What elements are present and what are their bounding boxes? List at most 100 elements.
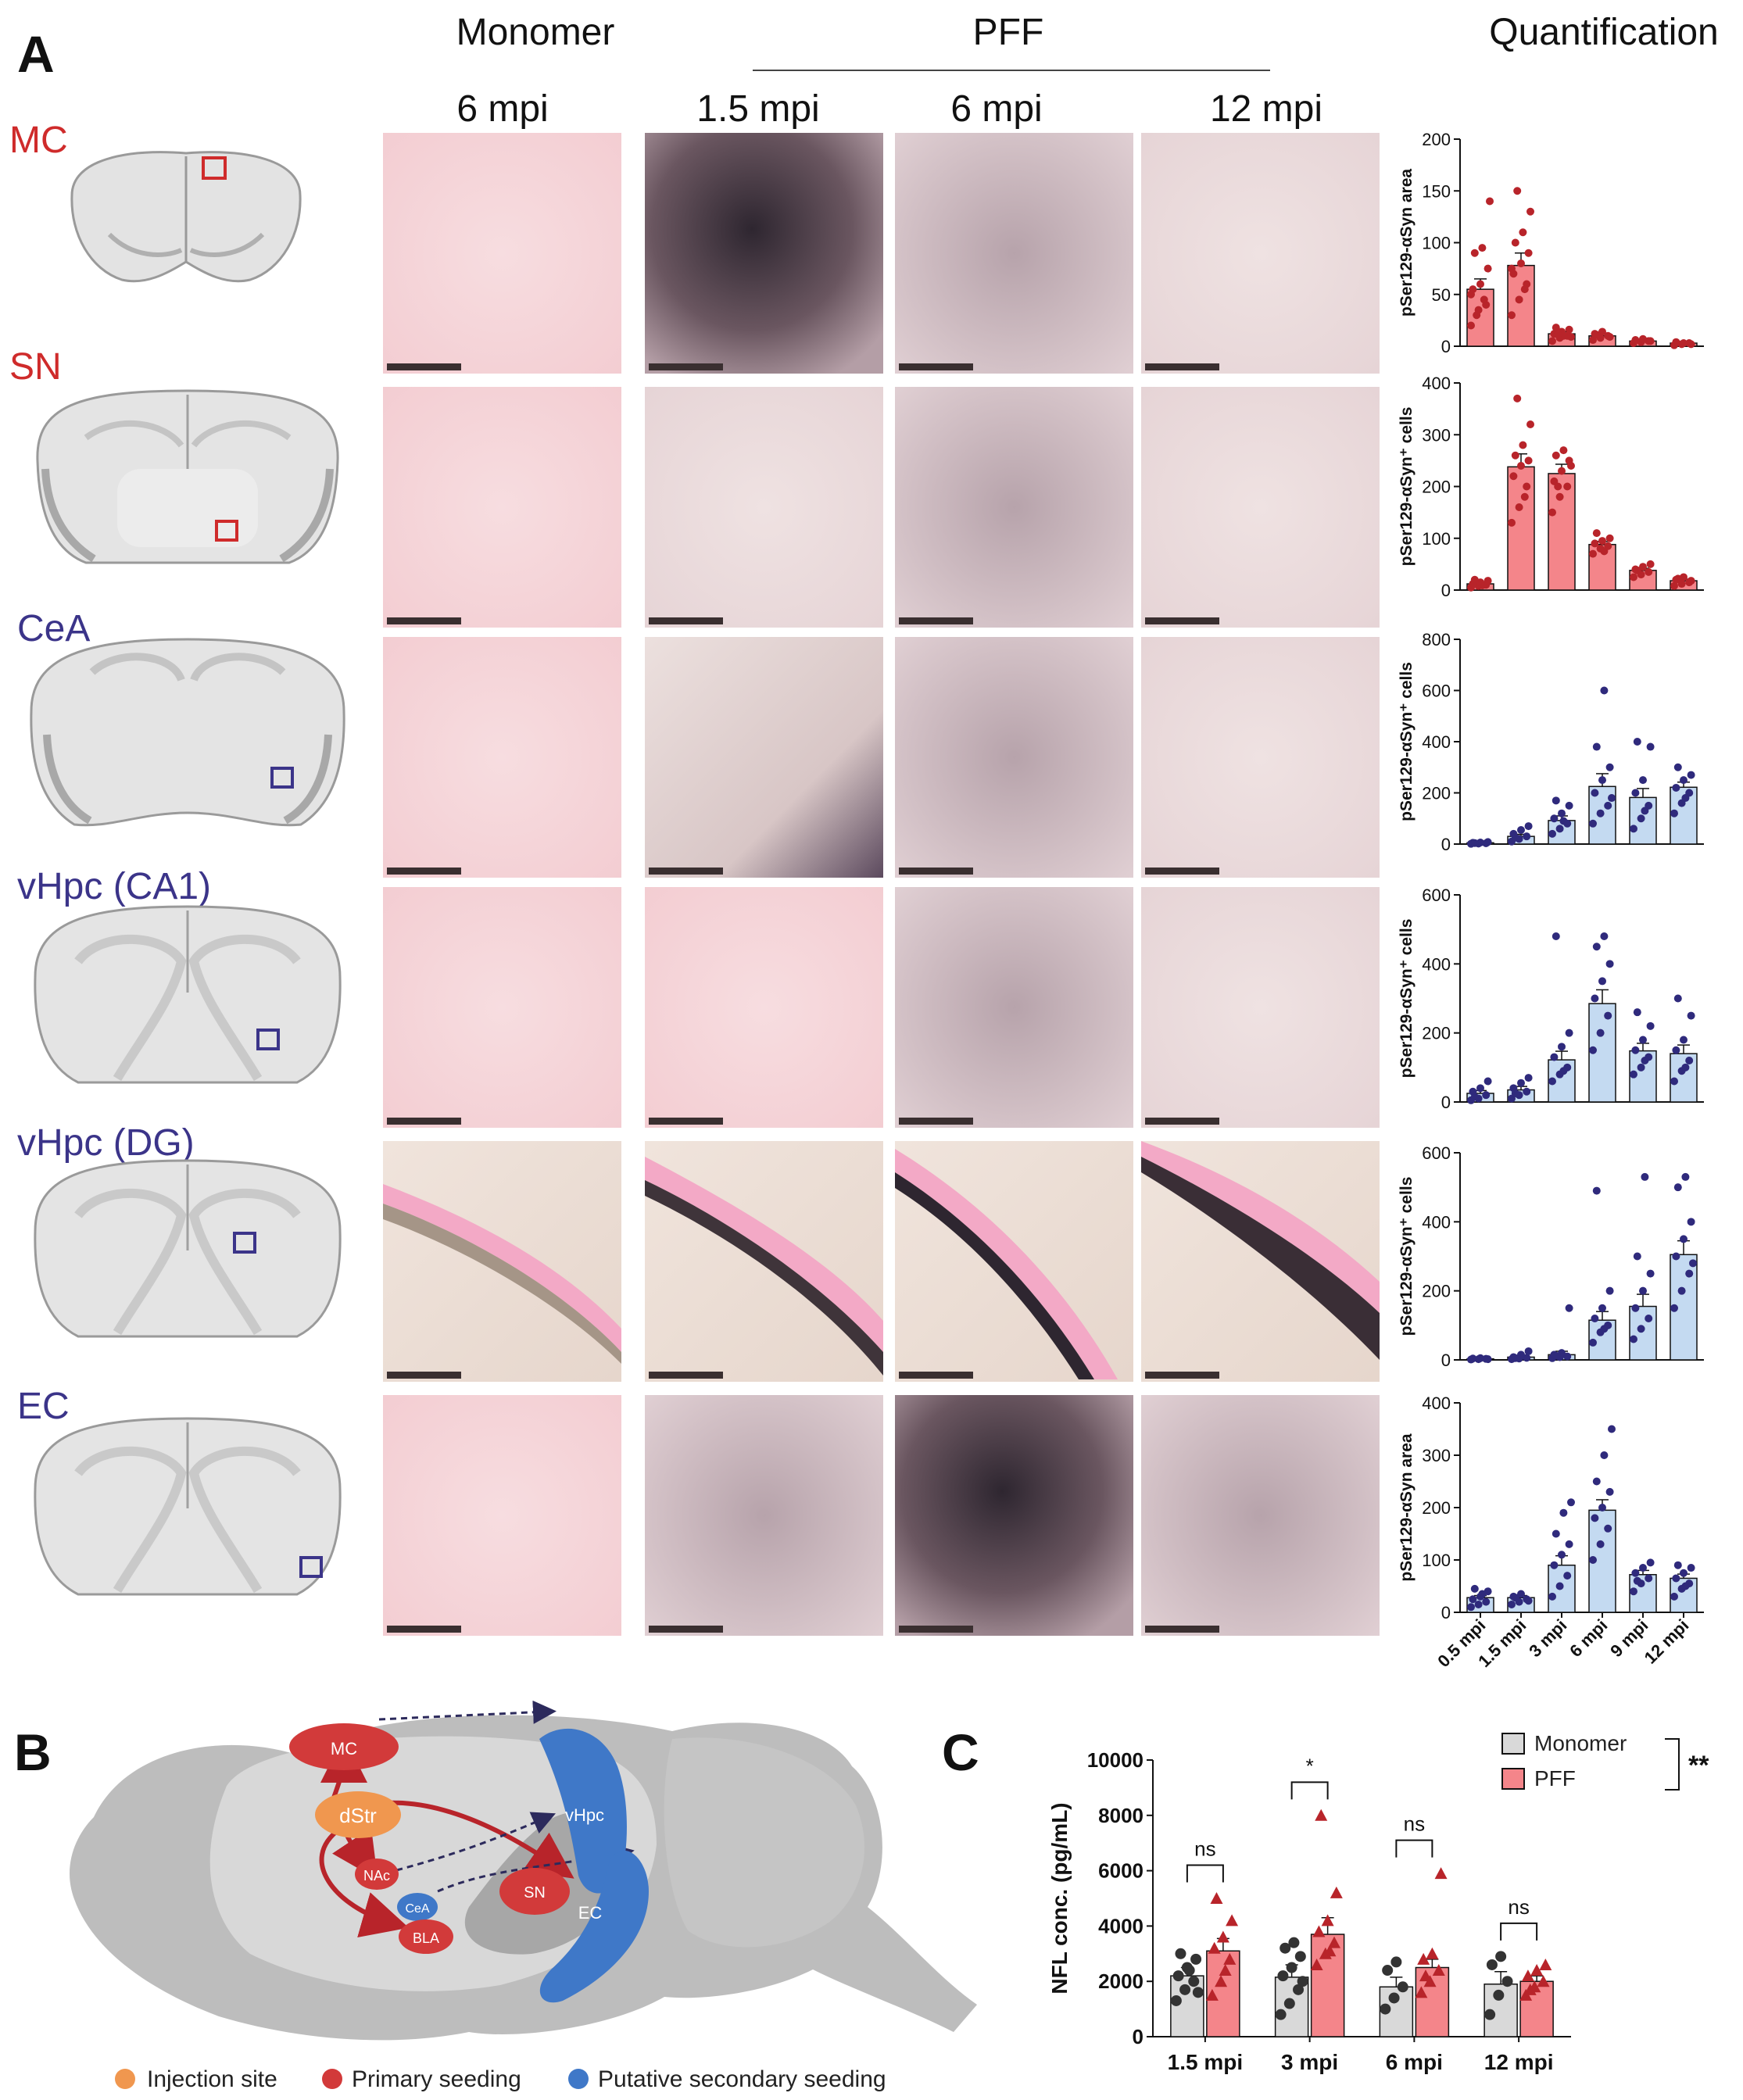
data-point: [1548, 508, 1556, 517]
data-point: [1511, 1089, 1519, 1097]
data-point: [1645, 1315, 1653, 1322]
node-label-ec: EC: [578, 1903, 603, 1923]
data-point: [1513, 187, 1522, 195]
data-point: [1476, 1084, 1484, 1093]
y-tick-label: 0: [1441, 581, 1451, 600]
data-point: [1323, 1944, 1337, 1957]
data-point: [1605, 1487, 1614, 1496]
legend-monomer-label: Monomer: [1534, 1731, 1627, 1755]
roi-box-vhpc-dg: [233, 1232, 256, 1254]
data-point: [1565, 325, 1573, 334]
data-point: [1548, 1077, 1556, 1086]
y-axis-label: pSer129-αSyn area: [1398, 169, 1416, 317]
data-point: [1645, 1574, 1653, 1583]
data-point: [1511, 451, 1519, 460]
data-point: [1484, 1077, 1492, 1086]
data-point: [1681, 1063, 1690, 1071]
data-point: [1680, 339, 1688, 348]
data-point: [1558, 1043, 1566, 1051]
x-tick-label: 6 mpi: [1386, 2050, 1443, 2074]
micrograph-ca1-pff-12mpi: [1141, 887, 1380, 1128]
node-label-nac: NAc: [363, 1868, 390, 1884]
panel-a-letter: A: [17, 25, 55, 83]
data-point: [1558, 1551, 1566, 1559]
micrograph-sn-monomer: [383, 387, 621, 628]
y-tick-label: 10000: [1087, 1748, 1144, 1772]
brain-section-vhpc-dg: [34, 1159, 342, 1338]
data-point: [1517, 259, 1525, 267]
data-point: [1596, 1029, 1605, 1037]
header-monomer: Monomer: [456, 12, 615, 53]
y-tick-label: 2000: [1098, 1969, 1144, 1993]
data-point: [1511, 238, 1519, 247]
data-point: [1589, 549, 1597, 558]
node-mc: [289, 1723, 399, 1770]
data-point: [1517, 1079, 1525, 1087]
data-point: [1476, 839, 1484, 847]
brain-section-vhpc-ca1: [34, 905, 342, 1084]
y-tick-label: 50: [1432, 285, 1451, 305]
data-point: [1524, 822, 1533, 831]
data-point: [1591, 1514, 1599, 1522]
data-point: [1558, 467, 1566, 475]
data-point: [1172, 1970, 1184, 1982]
data-point: [1639, 1286, 1647, 1295]
legend-injection-dot: [115, 2069, 135, 2089]
micrograph-ec-pff-6mpi: [895, 1395, 1133, 1636]
data-point: [1170, 1994, 1182, 2006]
data-point: [1495, 1951, 1507, 1962]
data-point: [1687, 340, 1695, 349]
data-point: [1208, 1941, 1221, 1954]
y-tick-label: 0: [1133, 2025, 1144, 2048]
data-point: [1598, 977, 1606, 986]
data-point: [1524, 1074, 1533, 1082]
y-axis-label: pSer129-αSyn⁺ cells: [1398, 1177, 1416, 1336]
data-point: [1501, 1976, 1513, 1987]
y-tick-label: 0: [1441, 1093, 1451, 1112]
data-point: [1641, 807, 1649, 815]
node-label-vhpc: vHpc: [565, 1805, 604, 1825]
data-point: [1467, 1603, 1475, 1612]
data-point: [1283, 1998, 1295, 2009]
data-point: [1567, 462, 1575, 470]
data-point: [1520, 492, 1529, 501]
data-point: [1286, 1962, 1297, 1973]
data-point: [1631, 1304, 1640, 1312]
data-point: [1552, 324, 1560, 332]
y-axis-label: pSer129-αSyn⁺ cells: [1398, 407, 1416, 567]
legend-secondary-label: Putative secondary seeding: [598, 2066, 886, 2092]
bar: [1629, 1305, 1657, 1361]
data-point: [1639, 776, 1647, 785]
node-cea: [397, 1893, 438, 1921]
data-point: [1633, 1008, 1641, 1017]
data-point: [1469, 1354, 1477, 1363]
significance-label: ns: [1404, 1812, 1425, 1836]
data-point: [1478, 244, 1487, 252]
data-point: [1605, 763, 1614, 771]
data-point: [1509, 472, 1518, 481]
y-tick-label: 4000: [1098, 1914, 1144, 1937]
y-tick-label: 150: [1422, 181, 1451, 201]
data-point: [1190, 1953, 1202, 1965]
data-point: [1524, 1347, 1533, 1355]
panel-c-legend: Monomer PFF **: [1501, 1731, 1709, 1791]
data-point: [1523, 482, 1531, 491]
data-point: [1631, 1569, 1640, 1577]
data-point: [1183, 1965, 1195, 1977]
micrograph-sn-pff-6mpi: [895, 387, 1133, 628]
data-point: [1388, 1992, 1400, 2004]
data-point: [1321, 1914, 1334, 1926]
data-point: [1630, 1070, 1637, 1079]
micrograph-ca1-monomer: [383, 887, 621, 1128]
data-point: [1508, 518, 1516, 527]
data-point: [1559, 1067, 1568, 1075]
data-point: [1591, 1315, 1599, 1322]
scale-bars: [387, 363, 1219, 1633]
y-axis-label: pSer129-αSyn⁺ cells: [1398, 919, 1416, 1079]
data-point: [1681, 1582, 1690, 1590]
micrograph-sn-pff-1.5mpi: [645, 387, 883, 628]
data-point: [1670, 1304, 1678, 1312]
sagittal-brain-diagram: MC dStr NAc CeA BLA SN vHpc EC: [70, 1700, 978, 2041]
data-point: [1673, 574, 1682, 583]
